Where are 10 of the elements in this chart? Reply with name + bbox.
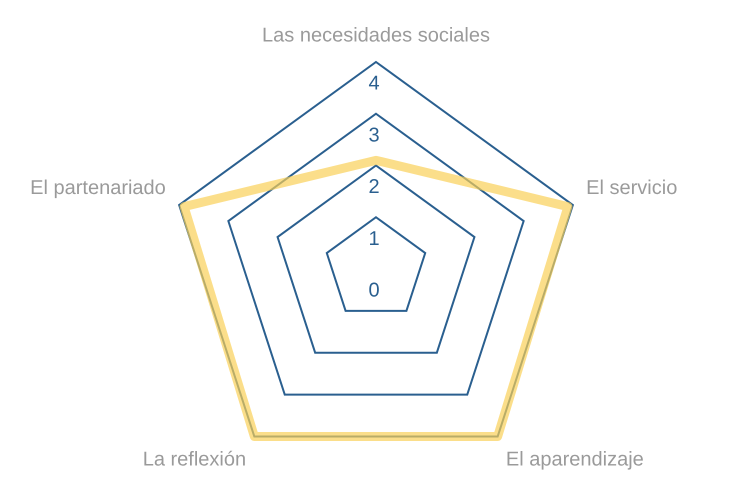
spoke-label: El aparendizaje bbox=[506, 448, 644, 470]
y-tick-label: 2 bbox=[368, 176, 380, 198]
y-tick-label: 4 bbox=[368, 72, 380, 95]
spoke-label: El partenariado bbox=[30, 177, 166, 200]
y-tick-label: 3 bbox=[368, 124, 380, 146]
y-tick-label: 1 bbox=[368, 228, 380, 250]
spoke-label: La reflexión bbox=[142, 448, 246, 470]
spoke-label: El servicio bbox=[586, 177, 678, 200]
y-tick-label: 0 bbox=[368, 280, 380, 302]
spoke-label: Las necesidades sociales bbox=[262, 24, 490, 47]
